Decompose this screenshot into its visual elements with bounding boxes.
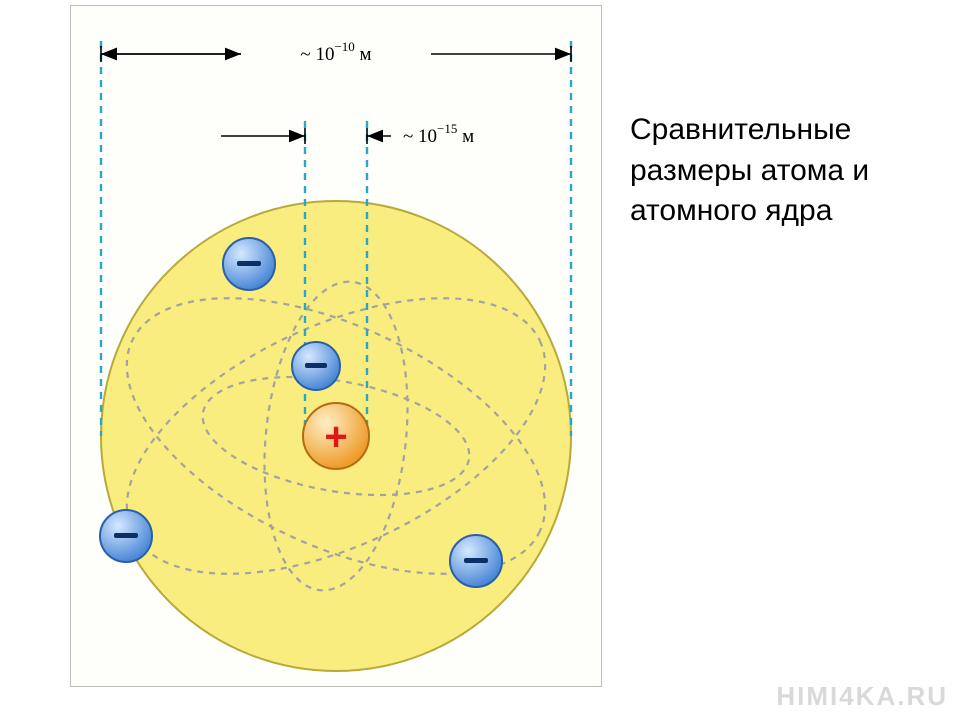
atom-exp: −10: [334, 39, 354, 54]
nuc-unit: м: [457, 126, 474, 147]
nucleus-dimension: ~ 10−15 м: [221, 121, 474, 147]
electron-3: [100, 510, 152, 562]
electron-4: [450, 535, 502, 587]
atom-dimension: ~ 10−10 м: [101, 39, 571, 65]
watermark-text: HIMI4KA.RU: [776, 681, 948, 712]
nucleus-plus-icon: +: [324, 415, 347, 459]
title-text: Сравнительные размеры атома и атомного я…: [630, 110, 940, 232]
atom-diagram-svg: ~ 10−10 м ~ 10−15 м +: [71, 6, 601, 686]
nuc-exp: −15: [437, 121, 457, 136]
nucleus: +: [303, 403, 369, 469]
nuc-prefix: ~ 10: [403, 126, 437, 147]
electron-2: [292, 342, 340, 390]
atom-prefix: ~ 10: [300, 44, 334, 65]
diagram-frame: ~ 10−10 м ~ 10−15 м +: [70, 5, 602, 687]
nucleus-size-label: ~ 10−15 м: [403, 121, 474, 147]
electron-1: [223, 238, 275, 290]
atom-unit: м: [355, 44, 372, 65]
page-root: ~ 10−10 м ~ 10−15 м +: [0, 0, 960, 720]
atom-size-label: ~ 10−10 м: [300, 39, 371, 65]
